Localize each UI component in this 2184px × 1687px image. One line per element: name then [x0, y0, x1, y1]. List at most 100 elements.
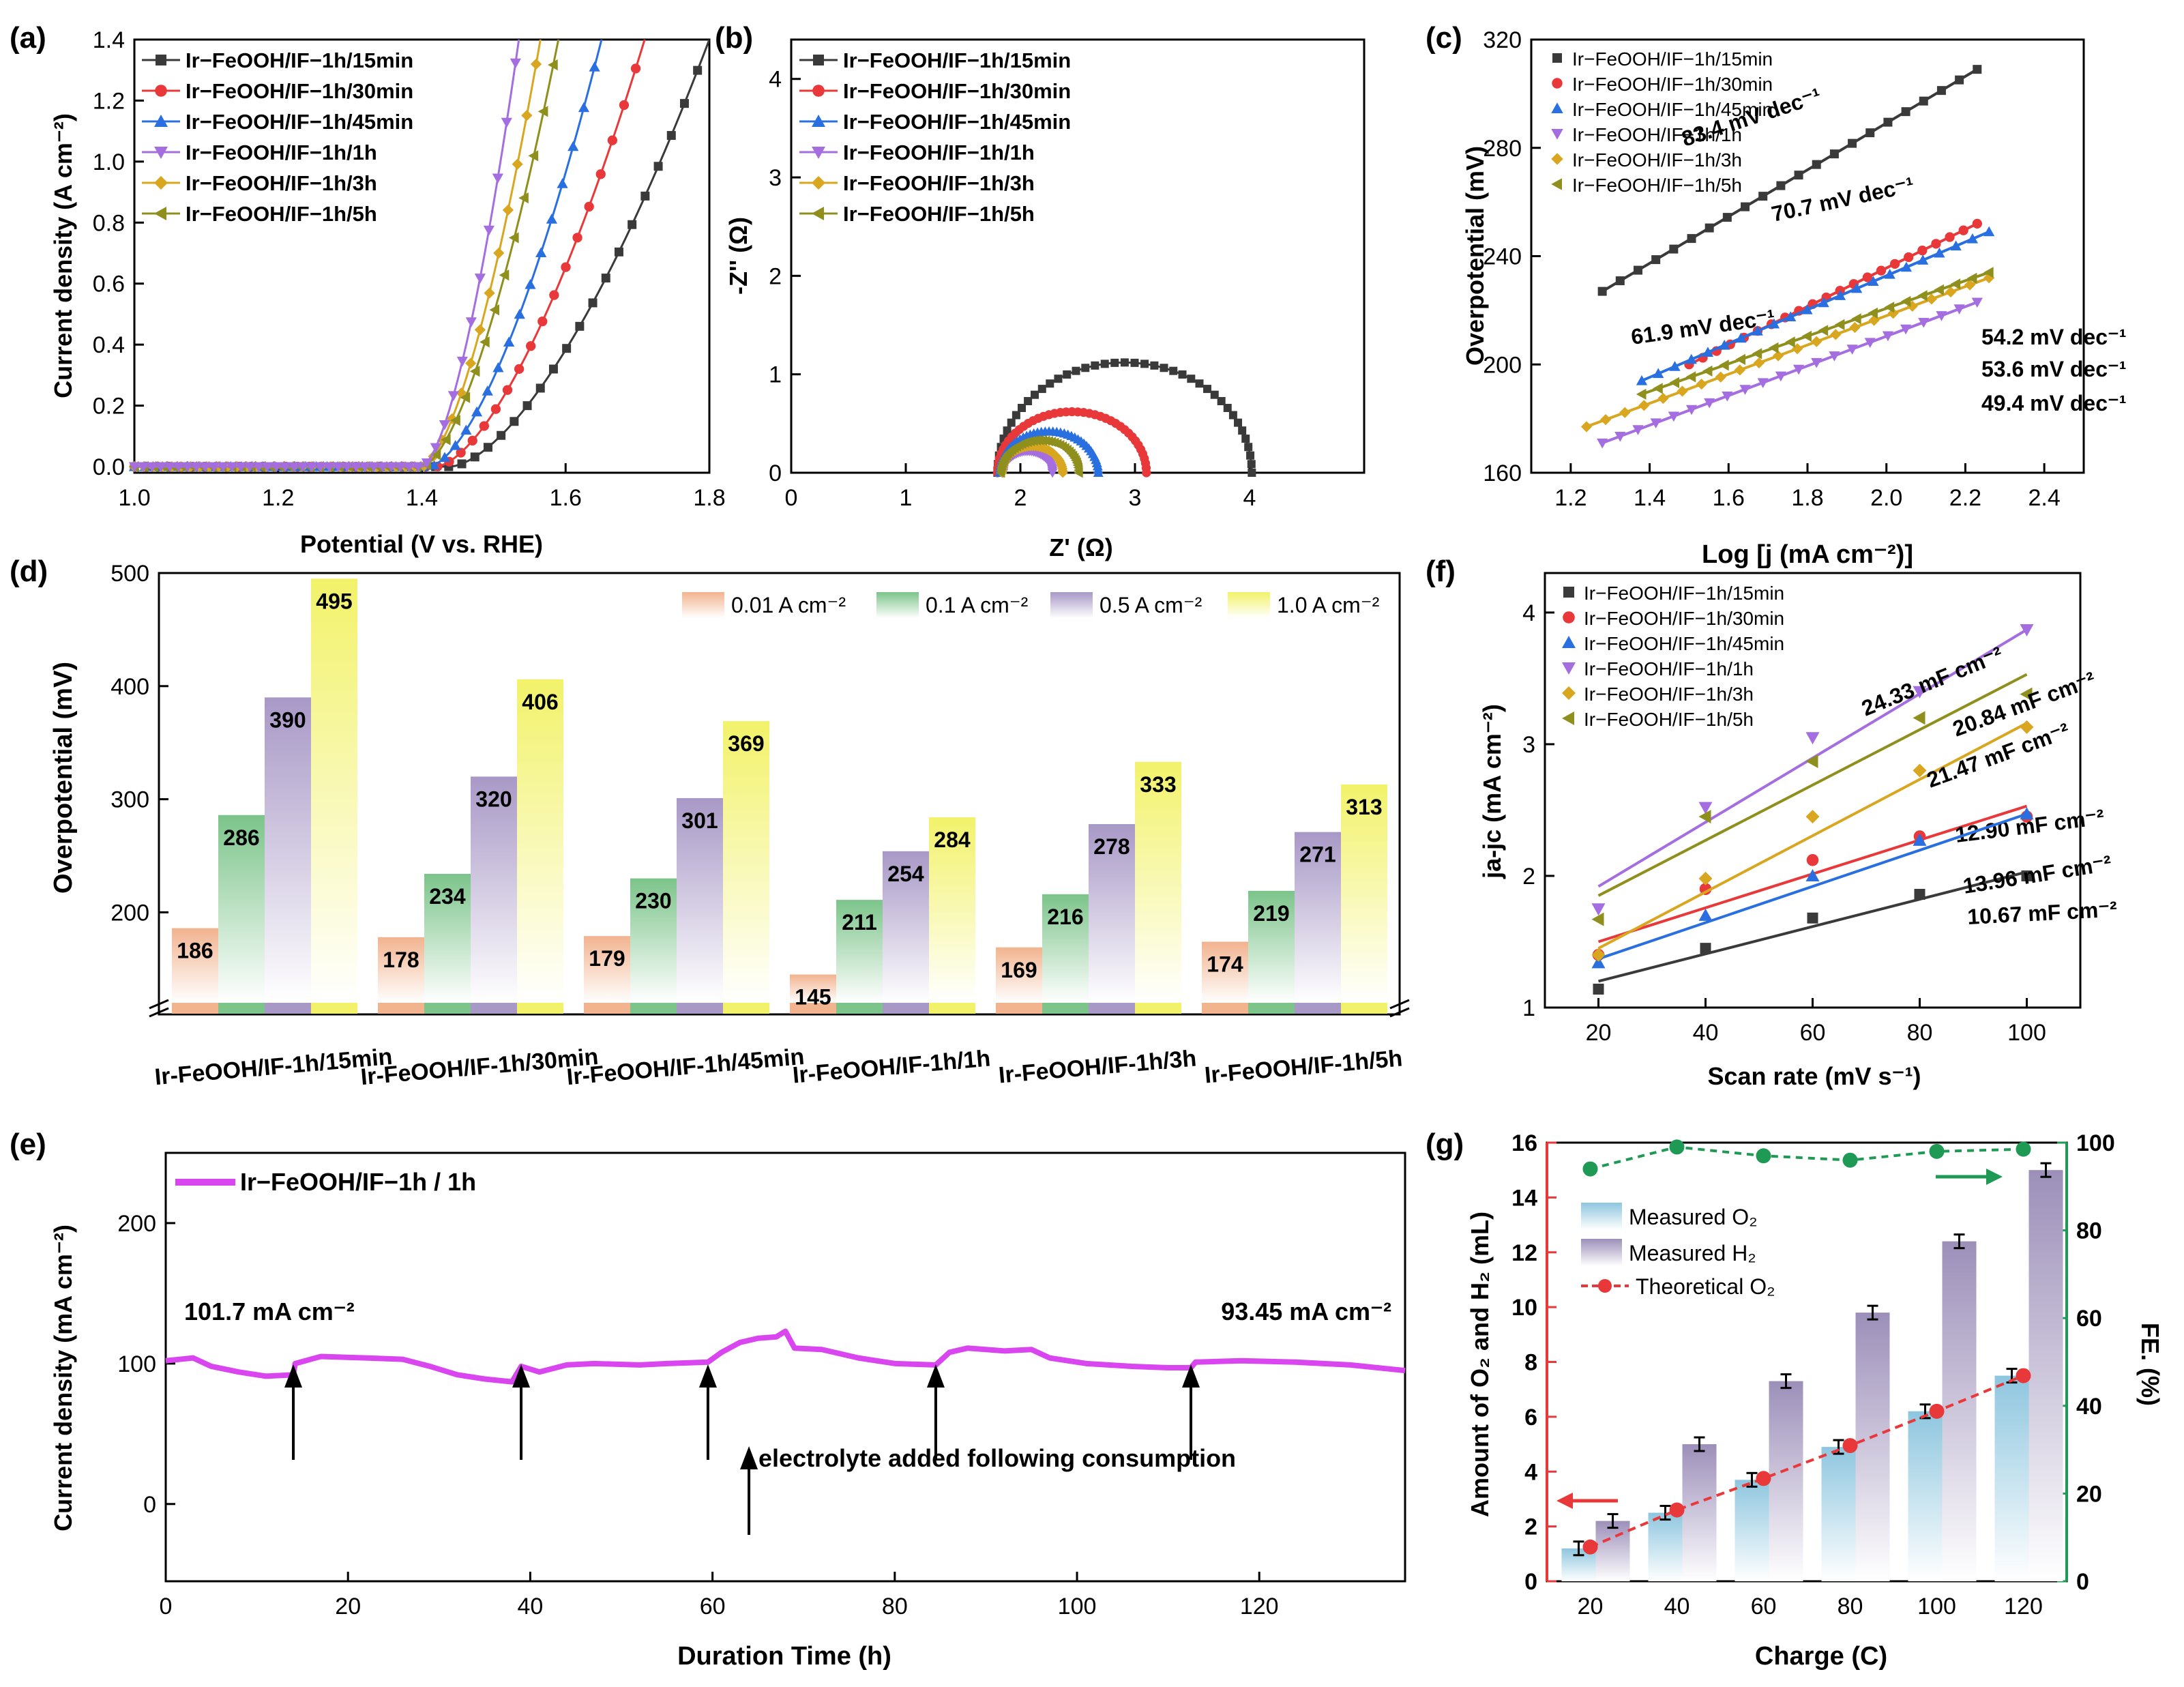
bar — [1135, 761, 1181, 1003]
cdl-point — [2020, 720, 2034, 734]
legend-marker — [1562, 712, 1574, 725]
tafel-point — [1966, 272, 1977, 284]
y-axis-label: Current density (A cm⁻²) — [49, 113, 77, 398]
y-tick-label: 500 — [110, 561, 149, 587]
tafel-point — [1651, 255, 1661, 265]
lsv-point — [359, 462, 371, 473]
tafel-point — [1851, 282, 1863, 293]
tafel-point — [1917, 290, 1928, 302]
lsv-point — [679, 99, 689, 108]
lsv-point — [430, 449, 441, 460]
legend-label: Theoretical O₂ — [1636, 1274, 1775, 1299]
legend-swatch — [1228, 592, 1270, 618]
panel-g: (g) 20 40 60 80 100 120 0 2 4 6 8 10 12 14 16 0 20 40 60 80 1… — [1426, 1128, 2164, 1671]
bar-value-label: 174 — [1207, 952, 1243, 976]
bar-base — [836, 1003, 883, 1014]
y-tick-label: 400 — [110, 674, 149, 700]
x-tick-label: 1.6 — [1713, 485, 1745, 511]
tafel-point — [1900, 295, 1911, 307]
nyquist-point — [1046, 379, 1054, 388]
tafel-point — [1818, 297, 1829, 308]
o2-bar — [1908, 1411, 1943, 1581]
tafel-point — [1900, 324, 1912, 335]
bar — [723, 721, 769, 1003]
lsv-point — [460, 392, 471, 403]
bar — [1341, 784, 1387, 1003]
tafel-point — [1785, 311, 1797, 322]
tafel-point — [1904, 252, 1914, 263]
y-axis-label: ja-jc (mA cm⁻²) — [1478, 704, 1506, 879]
nyquist-point — [1228, 411, 1237, 420]
tafel-point — [1953, 304, 1965, 314]
bar-base — [172, 1003, 218, 1014]
cdl-label: 12.90 mF cm⁻² — [1953, 804, 2105, 847]
bar-base — [1135, 1003, 1181, 1014]
tafel-point — [1599, 414, 1612, 426]
tafel-point — [1580, 421, 1593, 432]
tafel-point — [1868, 307, 1878, 319]
lsv-point — [341, 462, 353, 473]
left-axis-arrowhead — [1556, 1493, 1573, 1509]
plot-frame — [158, 572, 1401, 1016]
bar-value-label: 186 — [177, 939, 213, 963]
lsv-point — [350, 462, 362, 473]
tafel-point — [1934, 284, 1944, 295]
y-axis-label: -Z'' (Ω) — [724, 217, 752, 295]
cdl-point — [2021, 870, 2033, 881]
bar-base — [424, 1003, 471, 1014]
nyquist-point — [1074, 467, 1083, 478]
tafel-point — [1719, 339, 1730, 350]
x-tick-label: 100 — [1917, 1594, 1956, 1619]
nyquist-point — [1018, 403, 1027, 412]
y-axis-label: Current density (mA cm⁻²) — [49, 1224, 77, 1531]
h2-bar — [1682, 1444, 1717, 1581]
cdl-point — [1805, 810, 1820, 824]
arrow-head — [740, 1446, 758, 1469]
x-tick-label: 2.2 — [1949, 485, 1981, 511]
h2-bar — [1769, 1381, 1803, 1581]
nyquist-point — [1142, 468, 1151, 478]
tafel-point — [1614, 432, 1626, 442]
nyquist-point — [1093, 467, 1104, 477]
tafel-point — [1973, 65, 1982, 74]
tafel-point — [1964, 279, 1976, 291]
tafel-point — [1901, 107, 1910, 117]
lsv-point — [457, 459, 467, 469]
lsv-point — [557, 178, 568, 188]
x-tick-label: 80 — [1907, 1020, 1933, 1046]
cdl-label: 13.96 mF cm⁻² — [1961, 851, 2113, 898]
y-tick-label: 160 — [1483, 460, 1522, 486]
y-tick-label-right: 20 — [2076, 1481, 2102, 1507]
legend-label: Ir−FeOOH/IF−1h/15min — [1572, 48, 1773, 70]
bar-base — [1089, 1003, 1135, 1014]
tafel-point — [1776, 181, 1786, 190]
tafel-point — [1768, 342, 1779, 353]
lsv-point — [173, 462, 185, 473]
y-tick-label: 1 — [769, 362, 782, 388]
bar-value-label: 286 — [223, 825, 259, 850]
lsv-point — [440, 434, 451, 445]
bar-value-label: 390 — [269, 707, 306, 732]
tafel-point — [1945, 232, 1955, 242]
tafel-point — [1735, 332, 1747, 343]
tafel-point — [1633, 265, 1642, 275]
nyquist-point — [1007, 418, 1016, 427]
y-tick-label: 200 — [110, 900, 149, 926]
lsv-point — [508, 232, 519, 244]
tafel-point — [1775, 371, 1787, 382]
bar-value-label: 234 — [429, 884, 466, 909]
legend-swatch — [1050, 592, 1093, 618]
lsv-point — [510, 58, 521, 69]
nyquist-point — [1100, 360, 1109, 368]
tafel-point — [1632, 425, 1644, 435]
bar-value-label: 320 — [475, 787, 512, 811]
bar-base — [630, 1003, 677, 1014]
lsv-point — [518, 192, 529, 204]
x-axis-label: Log [j (mA cm⁻²)] — [1702, 540, 1913, 569]
bar-base — [311, 1003, 357, 1014]
tafel-point — [1884, 269, 1895, 279]
legend-label: Ir−FeOOH/IF−1h/5h — [843, 202, 1035, 226]
stability-trace — [165, 1328, 1406, 1385]
bar — [218, 815, 265, 1003]
bar — [378, 937, 424, 1003]
